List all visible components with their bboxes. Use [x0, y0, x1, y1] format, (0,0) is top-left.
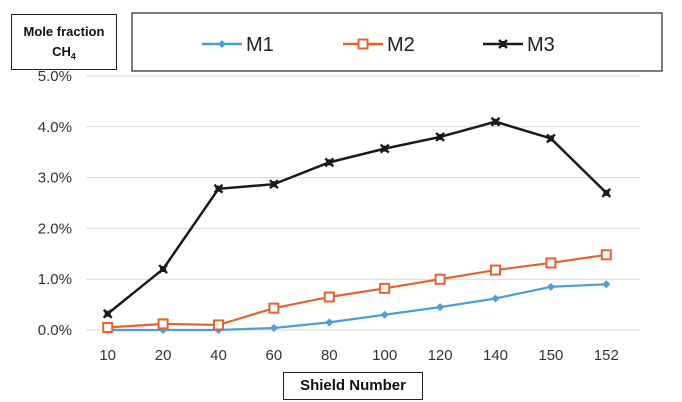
data-point-M3-core [215, 185, 222, 192]
y-tick-label: 1.0% [38, 271, 72, 288]
x-axis-label: Shield Number [283, 372, 423, 400]
data-point-M2 [434, 273, 446, 285]
data-point-M3-core [326, 159, 333, 166]
x-tick-label: 150 [538, 347, 563, 364]
data-point-M3-core [381, 145, 388, 152]
data-point-M3-core [603, 189, 610, 196]
y-axis-label-line1: Mole fraction [23, 24, 105, 39]
x-tick-label: 140 [483, 347, 508, 364]
x-tick-label: 100 [372, 347, 397, 364]
legend-marker-M2 [357, 38, 369, 50]
data-point-M1 [602, 280, 611, 289]
series-line-M1 [107, 283, 607, 332]
x-tick-label: 40 [210, 347, 227, 364]
x-tick-label: 120 [428, 347, 453, 364]
data-point-M1 [491, 294, 500, 303]
data-point-M3-core [437, 133, 444, 140]
series-line-M3 [106, 120, 608, 315]
data-point-M2 [379, 282, 391, 294]
x-tick-label: 152 [594, 347, 619, 364]
legend-label-M2: M2 [387, 34, 415, 56]
data-point-M2 [490, 264, 501, 276]
data-point-M1 [325, 318, 334, 327]
data-point-M2 [268, 302, 280, 314]
data-point-M3-core [160, 266, 167, 273]
y-tick-label: 5.0% [38, 68, 72, 85]
data-point-M2 [545, 257, 557, 269]
x-tick-label: 20 [155, 347, 172, 364]
legend-marker-M1 [218, 40, 226, 48]
data-point-M3-core [270, 181, 277, 188]
data-point-M1 [436, 303, 445, 312]
x-tick-label: 60 [266, 347, 283, 364]
data-point-M2 [213, 319, 224, 331]
data-point-M3-core [104, 310, 111, 317]
series-line-M2 [107, 253, 607, 329]
data-point-M2 [323, 291, 335, 303]
data-point-M2 [102, 321, 114, 333]
x-tick-label: 80 [321, 347, 338, 364]
legend-label-M3: M3 [527, 34, 555, 56]
data-point-M2 [600, 249, 612, 261]
legend-label-M1: M1 [246, 34, 274, 56]
y-axis-label: Mole fraction CH4 [11, 14, 117, 70]
data-point-M1 [269, 323, 278, 332]
x-tick-label: 10 [99, 347, 116, 364]
y-tick-label: 3.0% [38, 170, 72, 187]
legend-marker-M3-core [500, 41, 506, 47]
data-point-M3-core [492, 118, 499, 125]
data-point-M1 [546, 282, 555, 291]
data-point-M3-core [547, 135, 554, 142]
data-point-M1 [380, 310, 389, 319]
y-axis-label-line2: CH4 [52, 44, 76, 62]
y-tick-label: 4.0% [38, 119, 72, 136]
y-tick-label: 0.0% [38, 322, 72, 339]
y-tick-label: 2.0% [38, 220, 72, 237]
data-point-M2 [157, 318, 169, 330]
